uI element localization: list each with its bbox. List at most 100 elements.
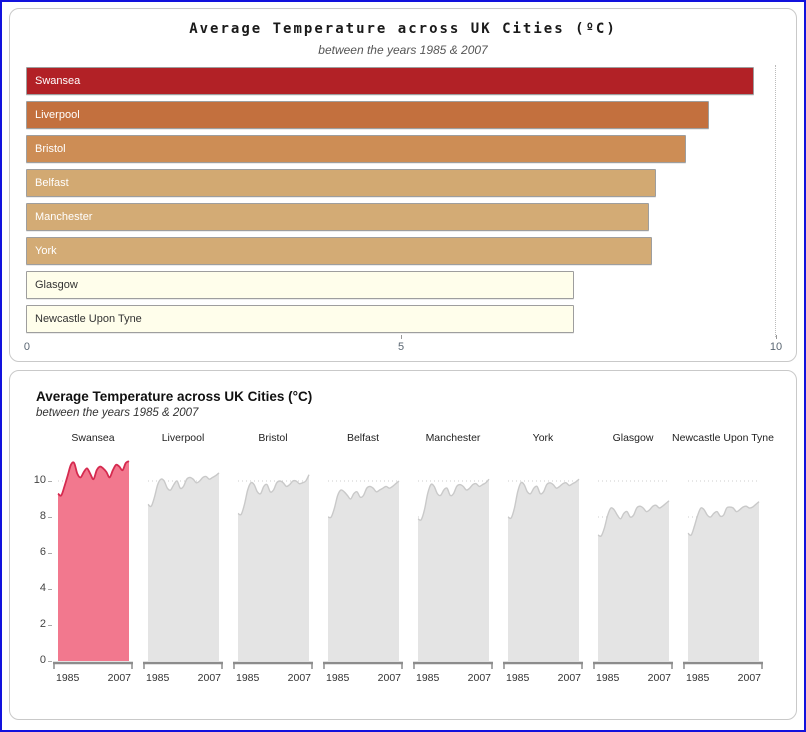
x-tick-mark — [776, 335, 777, 339]
area-topline — [57, 460, 130, 497]
x-label-end: 2007 — [648, 672, 672, 684]
mini-chart-city-label: Belfast — [346, 432, 380, 444]
x-label-end: 2007 — [738, 672, 762, 684]
area-fill — [508, 479, 579, 661]
y-axis-labels: 0 2 4 6 8 10 — [22, 449, 52, 685]
small-multiples-subtitle: between the years 1985 & 2007 — [36, 407, 199, 419]
bar-row: Liverpool — [26, 101, 776, 129]
area-fill — [598, 500, 669, 661]
area-fill — [328, 481, 399, 661]
bar-chart-panel: Average Temperature across UK Cities (ºC… — [9, 8, 797, 362]
y-tick-label: 10 — [33, 474, 46, 486]
bar-x-axis: 0 5 10 — [24, 335, 782, 357]
mini-chart-liverpool[interactable]: Liverpool 1985 2007 — [142, 427, 224, 685]
mini-chart-city-label: Manchester — [425, 432, 481, 444]
bar-row: Newcastle Upon Tyne — [26, 305, 776, 333]
small-multiples-panel: Average Temperature across UK Cities (°C… — [9, 370, 797, 720]
bar-row: York — [26, 237, 776, 265]
area-topline — [507, 478, 580, 520]
bar-label: York — [35, 245, 57, 257]
bar-label: Glasgow — [35, 279, 78, 291]
area-topline — [147, 472, 220, 508]
mini-chart-svg: 1985 2007 — [323, 480, 403, 684]
area-fill — [238, 474, 309, 661]
area-fill — [58, 461, 129, 661]
mini-chart-city-label: Newcastle Upon Tyne — [672, 432, 774, 444]
bar-swansea[interactable]: Swansea — [26, 67, 754, 95]
bar-row: Belfast — [26, 169, 776, 197]
area-fill — [418, 479, 489, 661]
bar-glasgow[interactable]: Glasgow — [26, 271, 574, 299]
bar-label: Manchester — [35, 211, 93, 223]
bar-row: Bristol — [26, 135, 776, 163]
y-tick-mark — [48, 589, 52, 590]
bar-label: Newcastle Upon Tyne — [35, 313, 142, 325]
x-label-start: 1985 — [146, 672, 170, 684]
bar-label: Swansea — [35, 75, 81, 87]
bar-manchester[interactable]: Manchester — [26, 203, 649, 231]
bar-label: Belfast — [35, 177, 69, 189]
mini-chart-svg: 1985 2007 — [233, 474, 313, 684]
x-label-end: 2007 — [558, 672, 582, 684]
x-label-start: 1985 — [326, 672, 350, 684]
area-topline — [237, 474, 310, 516]
bar-newcastle-upon-tyne[interactable]: Newcastle Upon Tyne — [26, 305, 574, 333]
x-label-end: 2007 — [288, 672, 312, 684]
mini-chart-svg: 1985 2007 — [53, 460, 133, 684]
mini-chart-swansea[interactable]: Swansea 1985 2007 — [52, 427, 134, 685]
y-tick-label: 4 — [39, 582, 46, 594]
y-axis-column: 0 2 4 6 8 10 — [22, 427, 52, 685]
bar-row: Glasgow — [26, 271, 776, 299]
bar-rows: Swansea Liverpool Bristol Belfast Manchester… — [26, 67, 776, 333]
bar-york[interactable]: York — [26, 237, 653, 265]
small-multiples-title: Average Temperature across UK Cities (°C… — [36, 389, 313, 404]
mini-chart-city-label: Liverpool — [161, 432, 205, 444]
y-tick-label: 8 — [39, 510, 46, 522]
x-label-start: 1985 — [506, 672, 530, 684]
x-tick-label: 5 — [397, 341, 405, 353]
mini-chart-svg: 1985 2007 — [683, 480, 763, 684]
mini-chart-york[interactable]: York 1985 2007 — [502, 427, 584, 685]
x-label-start: 1985 — [416, 672, 440, 684]
x-tick-label: 10 — [769, 341, 783, 353]
bar-label: Liverpool — [35, 109, 80, 121]
bar-chart-subtitle: between the years 1985 & 2007 — [318, 43, 488, 57]
mini-chart-bristol[interactable]: Bristol 1985 2007 — [232, 427, 314, 685]
mini-chart-city-label: Bristol — [258, 432, 288, 444]
mini-chart-city-label: York — [532, 432, 554, 444]
mini-chart-belfast[interactable]: Belfast 1985 2007 — [322, 427, 404, 685]
bar-liverpool[interactable]: Liverpool — [26, 101, 709, 129]
bar-chart-title: Average Temperature across UK Cities (ºC… — [189, 21, 617, 37]
mini-chart-svg: 1985 2007 — [503, 478, 583, 684]
mini-chart-newcastle-upon-tyne[interactable]: Newcastle Upon Tyne 1985 2007 — [672, 427, 774, 685]
bar-belfast[interactable]: Belfast — [26, 169, 656, 197]
x-label-start: 1985 — [596, 672, 620, 684]
mini-chart-glasgow[interactable]: Glasgow 1985 2007 — [592, 427, 674, 685]
area-fill — [688, 501, 759, 661]
y-tick-label: 2 — [39, 618, 46, 630]
x-label-start: 1985 — [56, 672, 80, 684]
x-label-start: 1985 — [236, 672, 260, 684]
mini-chart-svg: 1985 2007 — [593, 480, 673, 684]
gridline-10 — [775, 65, 776, 337]
area-topline — [687, 501, 760, 536]
mini-chart-svg: 1985 2007 — [413, 478, 493, 684]
mini-chart-svg: 1985 2007 — [143, 472, 223, 684]
y-tick-mark — [48, 481, 52, 482]
mini-chart-manchester[interactable]: Manchester 1985 2007 — [412, 427, 494, 685]
area-fill — [148, 472, 219, 661]
area-topline — [327, 480, 400, 519]
x-label-end: 2007 — [108, 672, 132, 684]
bar-label: Bristol — [35, 143, 66, 155]
y-tick-mark — [48, 553, 52, 554]
area-topline — [597, 500, 670, 537]
x-label-start: 1985 — [686, 672, 710, 684]
bar-bristol[interactable]: Bristol — [26, 135, 686, 163]
bar-row: Manchester — [26, 203, 776, 231]
x-label-end: 2007 — [468, 672, 492, 684]
bar-row: Swansea — [26, 67, 776, 95]
y-tick-mark — [48, 661, 52, 662]
small-multiples-grid: 0 2 4 6 8 10 Swansea 1985 2007 Liverpool 1985 2007… — [22, 427, 796, 685]
x-label-end: 2007 — [198, 672, 222, 684]
